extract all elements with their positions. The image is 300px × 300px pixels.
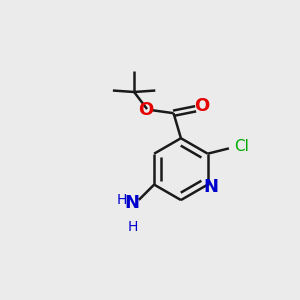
Text: N: N (125, 194, 140, 212)
Text: H: H (127, 203, 137, 234)
Text: O: O (194, 97, 210, 115)
Text: N: N (204, 178, 219, 196)
Text: Cl: Cl (234, 140, 249, 154)
Text: H: H (117, 193, 127, 207)
Text: O: O (138, 101, 154, 119)
